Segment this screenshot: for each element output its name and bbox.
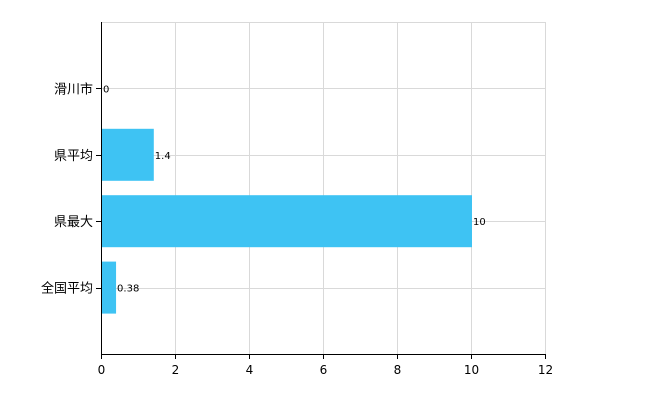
category-label: 滑川市 <box>54 81 93 97</box>
x-tick-label: 10 <box>464 363 479 377</box>
data-label: 0 <box>103 84 109 95</box>
data-label: 1.4 <box>155 151 171 162</box>
x-tick-label: 8 <box>394 363 402 377</box>
category-label: 全国平均 <box>41 281 93 297</box>
x-tick-label: 4 <box>246 363 254 377</box>
bar-1 <box>102 128 154 181</box>
category-label: 県平均 <box>54 149 93 164</box>
bar-3 <box>102 261 117 314</box>
category-label: 県最大 <box>54 215 93 230</box>
data-label: 10 <box>473 217 486 228</box>
bar-layer <box>102 128 472 314</box>
x-tick-label: 2 <box>172 363 180 377</box>
grid-layer <box>96 22 546 359</box>
label-layer: 0 2 4 6 8 10 12 滑川市 0 県平均 1.4 県最大 10 全国平均 0.38 <box>41 81 553 377</box>
x-tick-label: 6 <box>320 363 328 377</box>
data-label: 0.38 <box>117 284 139 295</box>
axis-layer <box>101 22 545 355</box>
bar-2 <box>102 195 472 248</box>
x-tick-label: 12 <box>538 363 553 377</box>
x-tick-label: 0 <box>98 363 106 377</box>
